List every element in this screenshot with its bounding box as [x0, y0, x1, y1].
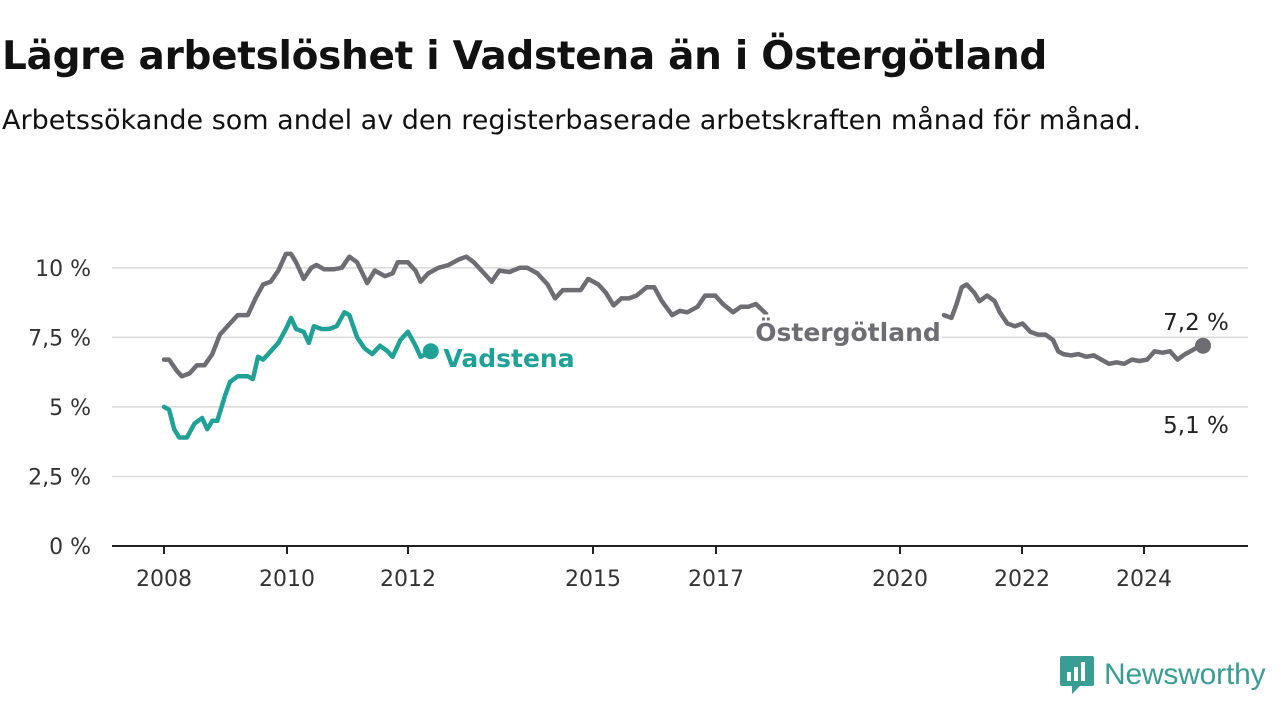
y-tick-label: 7,5 % — [28, 326, 91, 351]
x-tick-label: 2008 — [136, 567, 192, 592]
x-tick-label: 2012 — [380, 567, 436, 592]
y-tick-label: 10 % — [35, 257, 91, 282]
x-tick-label: 2015 — [565, 567, 621, 592]
x-tick-label: 2010 — [259, 567, 315, 592]
brand: Newsworthy — [1058, 654, 1266, 696]
page-title: Lägre arbetslöshet i Vadstena än i Öster… — [2, 34, 1048, 79]
series-line-östergötland — [161, 251, 769, 379]
page-subtitle: Arbetssökande som andel av den registerb… — [2, 105, 1142, 136]
end-value-vadstena: 5,1 % — [1163, 413, 1229, 439]
grid-lines — [112, 267, 1248, 478]
x-axis: 2008 2010 2012 2015 2017 2020 2022 2024 — [112, 545, 1248, 592]
series-line-vadstena — [161, 310, 433, 440]
y-tick-label: 5 % — [49, 396, 91, 421]
x-tick-label: 2022 — [994, 567, 1050, 592]
series-end-point — [1195, 337, 1211, 354]
series-end-point — [422, 343, 439, 360]
line-chart: 0 % 2,5 % 5 % 7,5 % 10 % 2008 2010 2012 2015 201… — [28, 251, 1248, 592]
brand-name: Newsworthy — [1104, 658, 1266, 691]
series-lines — [161, 251, 1211, 440]
series-label-vadstena: Vadstena — [443, 344, 574, 373]
series-label-ostergotland: Östergötland — [755, 317, 941, 347]
y-tick-label: 2,5 % — [28, 465, 91, 490]
x-tick-label: 2017 — [688, 567, 744, 592]
x-tick-label: 2020 — [872, 567, 928, 592]
newsworthy-logo-icon — [1060, 656, 1094, 694]
end-value-ostergotland: 7,2 % — [1163, 310, 1229, 336]
y-tick-label: 0 % — [49, 535, 91, 560]
series-labels: Östergötland Vadstena 7,2 % 5,1 % — [440, 310, 1229, 439]
x-tick-label: 2024 — [1116, 567, 1172, 592]
series-line-östergötland — [941, 282, 1206, 367]
y-axis-ticks: 0 % 2,5 % 5 % 7,5 % 10 % — [28, 257, 91, 560]
